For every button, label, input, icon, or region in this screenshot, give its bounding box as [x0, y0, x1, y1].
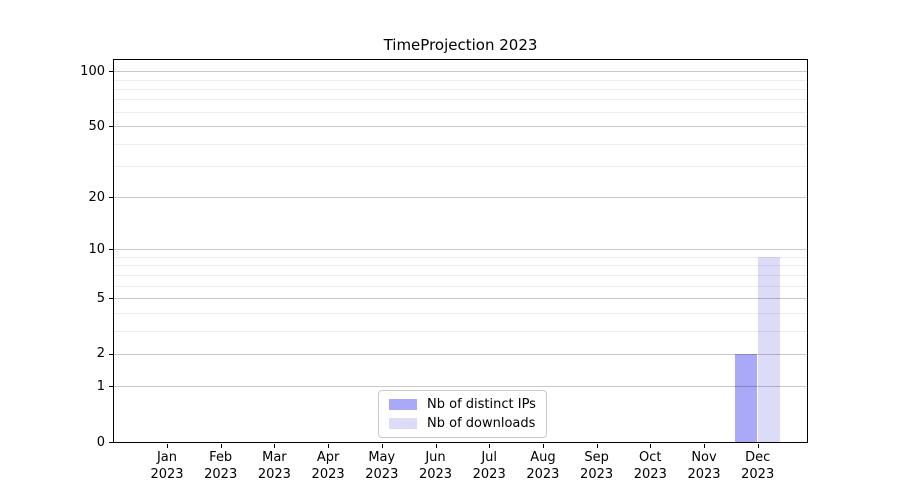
x-tick-label: Aug 2023 [511, 449, 575, 483]
x-tick-label: Dec 2023 [726, 449, 790, 483]
x-tick-mark [704, 444, 705, 448]
x-tick-year: 2023 [633, 467, 667, 482]
x-tick-mark [650, 444, 652, 448]
x-tick-month: Nov [691, 450, 717, 465]
gridlines-layer [114, 60, 807, 442]
gridline-minor [114, 285, 807, 287]
bar-dec-series0 [735, 353, 758, 442]
legend: Nb of distinct IPs Nb of downloads [378, 390, 547, 438]
x-tick-month: Oct [639, 450, 662, 465]
gridline-minor [114, 265, 807, 267]
x-tick-month: Aug [530, 450, 556, 465]
x-tick-month: Jan [156, 450, 178, 465]
gridline-minor [114, 330, 807, 332]
x-tick-label: Feb 2023 [189, 449, 253, 483]
x-tick-year: 2023 [150, 467, 184, 482]
y-tick-mark [109, 71, 113, 73]
y-tick-mark [109, 126, 113, 127]
y-tick-label: 5 [96, 290, 105, 306]
y-tick-mark [109, 442, 113, 443]
x-tick-year: 2023 [741, 467, 775, 482]
x-tick-mark [596, 444, 598, 448]
x-tick-label: Oct 2023 [618, 449, 682, 483]
x-tick-year: 2023 [418, 467, 453, 482]
x-tick-year: 2023 [311, 467, 345, 482]
gridline-major [114, 249, 807, 251]
gridline-minor [114, 79, 807, 81]
x-tick-month: May [368, 450, 396, 465]
gridline-minor [114, 166, 807, 167]
x-tick-month: Sep [584, 450, 609, 465]
y-tick-label: 50 [88, 118, 105, 134]
gridline-minor [114, 257, 807, 258]
y-tick-mark [109, 197, 113, 199]
x-tick-label: Apr 2023 [296, 449, 360, 483]
x-tick-label: Nov 2023 [672, 449, 736, 483]
x-tick-label: May 2023 [350, 449, 414, 483]
x-tick-month: Apr [316, 450, 340, 465]
gridline-minor [114, 88, 807, 90]
legend-swatch-downloads [389, 418, 417, 429]
gridline-minor [114, 99, 807, 101]
gridline-major [114, 298, 807, 299]
x-tick-year: 2023 [204, 467, 238, 482]
x-tick-label: Jun 2023 [404, 449, 468, 483]
x-tick-year: 2023 [365, 467, 399, 482]
gridline-major [114, 197, 807, 199]
gridline-major [114, 126, 807, 127]
x-tick-label: Jul 2023 [457, 449, 521, 483]
legend-swatch-distinct-ips [389, 399, 417, 410]
x-tick-mark [757, 444, 759, 448]
y-tick-mark [109, 353, 113, 355]
y-tick-label: 10 [88, 241, 105, 257]
x-tick-label: Mar 2023 [242, 449, 306, 483]
y-tick-label: 0 [96, 434, 105, 450]
y-tick-mark [109, 386, 113, 388]
y-tick-label: 100 [80, 63, 105, 79]
gridline-minor [114, 312, 807, 314]
x-tick-label: Jan 2023 [135, 449, 199, 483]
gridline-major [114, 386, 807, 388]
y-tick-mark [109, 298, 113, 299]
gridline-minor [114, 143, 807, 145]
x-tick-mark [489, 444, 491, 448]
x-tick-mark [167, 444, 168, 448]
x-tick-mark [542, 444, 544, 448]
x-tick-mark [435, 444, 437, 448]
gridline-major [114, 71, 807, 73]
x-tick-month: Jun [425, 450, 446, 465]
y-tick-label: 2 [96, 346, 105, 362]
x-tick-year: 2023 [687, 467, 721, 482]
legend-item-distinct-ips: Nb of distinct IPs [389, 397, 536, 412]
bars-layer [114, 60, 807, 442]
legend-label-distinct-ips: Nb of distinct IPs [427, 397, 536, 412]
x-tick-year: 2023 [580, 467, 614, 482]
x-tick-mark [328, 444, 330, 448]
legend-label-downloads: Nb of downloads [427, 416, 536, 431]
x-tick-month: Jul [481, 450, 498, 465]
x-tick-label: Sep 2023 [565, 449, 629, 483]
x-tick-mark [381, 444, 383, 448]
x-tick-mark [220, 444, 222, 448]
x-tick-month: Feb [209, 450, 233, 465]
chart-title: TimeProjection 2023 [383, 36, 538, 54]
x-tick-year: 2023 [526, 467, 560, 482]
y-tick-mark [109, 249, 113, 251]
plot-area [113, 59, 808, 443]
bar-dec-series1 [758, 257, 781, 442]
gridline-minor [114, 274, 807, 276]
y-tick-label: 20 [88, 189, 105, 205]
y-tick-label: 1 [96, 378, 105, 394]
gridline-major [114, 353, 807, 355]
x-tick-month: Mar [262, 450, 287, 465]
legend-item-downloads: Nb of downloads [389, 416, 536, 431]
x-tick-year: 2023 [257, 467, 291, 482]
x-tick-month: Dec [745, 450, 771, 465]
x-tick-year: 2023 [472, 467, 506, 482]
x-tick-mark [274, 444, 276, 448]
gridline-minor [114, 111, 807, 113]
